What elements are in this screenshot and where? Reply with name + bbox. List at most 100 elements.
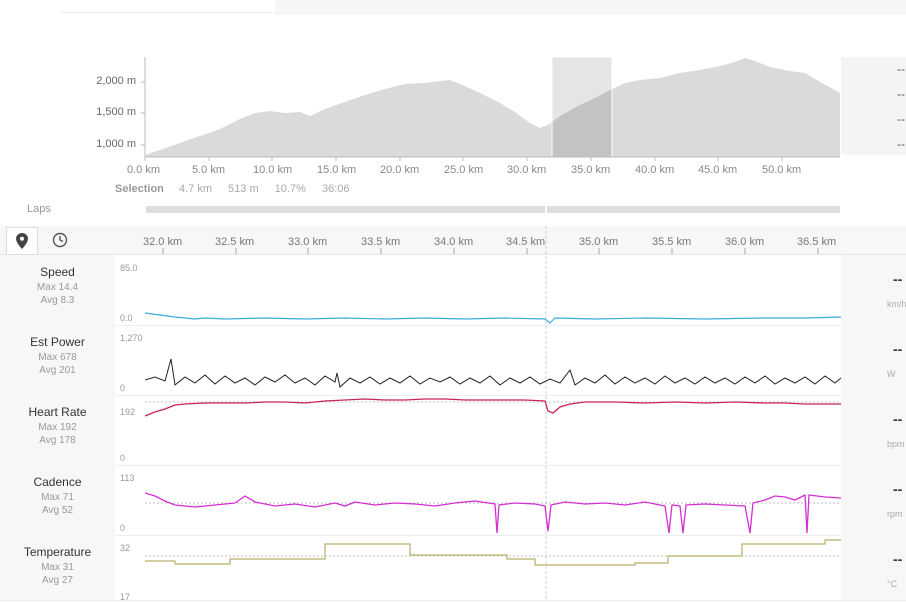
- stream-name: Heart Rate: [28, 405, 87, 419]
- stream-label-panel: Heart Rate Max 192 Avg 178: [0, 395, 115, 465]
- elevation-x-tick: 40.0 km: [635, 164, 675, 176]
- stream-name: Speed: [40, 265, 75, 279]
- stream-value: --: [893, 551, 903, 567]
- temperature-line: [145, 539, 841, 566]
- stream-ymax: 32: [120, 543, 131, 553]
- stream-avg: Avg 27: [42, 575, 73, 586]
- stream-ymin: 0: [120, 523, 126, 533]
- elevation-x-tick: 0.0 km: [127, 164, 161, 176]
- zoom-x-tick: 33.0 km: [288, 236, 328, 248]
- stream-readout-panel: [841, 325, 906, 395]
- stream-max: Max 71: [41, 492, 74, 503]
- stream-ymax: 192: [120, 407, 136, 417]
- zoom-axis-ticks: [162, 248, 819, 254]
- stream-ymin: 0: [120, 453, 126, 463]
- speed-line: [145, 312, 841, 324]
- stream-max: Max 14.4: [36, 282, 79, 293]
- elevation-x-tick: 35.0 km: [571, 164, 611, 176]
- stream-ymax: 1,270: [120, 333, 143, 343]
- selection-elevation-gain: 513 m: [228, 183, 259, 195]
- stream-avg: Avg 52: [42, 505, 73, 516]
- zoom-x-tick: 35.0 km: [579, 236, 619, 248]
- lap-divider: [545, 226, 547, 600]
- stream-value: --: [893, 481, 903, 497]
- zoom-x-tick: 34.5 km: [506, 236, 546, 248]
- stream-label-panel: Est Power Max 678 Avg 201: [0, 325, 115, 395]
- stream-name: Cadence: [33, 475, 82, 489]
- zoom-x-tick: 35.5 km: [652, 236, 692, 248]
- laps-label: Laps: [27, 203, 51, 215]
- stream-ymax: 113: [120, 473, 135, 483]
- stream-avg: Avg 8.3: [40, 295, 75, 306]
- map-view-button[interactable]: [6, 227, 38, 255]
- stream-label-panel: Cadence Max 71 Avg 52: [0, 465, 115, 535]
- zoom-x-tick: 33.5 km: [361, 236, 401, 248]
- stream-readout-panel: [841, 535, 906, 600]
- elevation-x-tick: 25.0 km: [444, 164, 484, 176]
- stream-readout-panel: [841, 465, 906, 535]
- selection-distance: 4.7 km: [178, 183, 212, 195]
- stream-avg: Avg 178: [39, 435, 76, 446]
- elevation-y-tick: 2,000 m: [96, 75, 136, 87]
- elevation-y-tick: 1,500 m: [96, 106, 136, 118]
- elevation-readout: --: [897, 137, 905, 151]
- selection-title: Selection: [115, 183, 164, 195]
- lap-bar[interactable]: [146, 206, 545, 213]
- top-right-panel: [275, 0, 906, 15]
- selection-grade: 10.7%: [274, 183, 306, 195]
- elevation-readout: --: [897, 112, 905, 126]
- zoom-x-tick: 32.0 km: [143, 236, 183, 248]
- selection-highlight: [551, 56, 613, 158]
- cadence-line: [145, 492, 841, 534]
- stream-ymin: 17: [120, 592, 131, 602]
- stream-value: --: [893, 271, 903, 287]
- elevation-x-tick: 45.0 km: [698, 164, 738, 176]
- clock-icon: [52, 232, 68, 248]
- stream-unit: W: [887, 369, 896, 379]
- lap-bar[interactable]: [547, 206, 840, 213]
- stream-heart-rate[interactable]: Heart Rate Max 192 Avg 178 192 0 -- bpm: [0, 395, 906, 466]
- elevation-area: [145, 58, 840, 157]
- zoom-x-tick: 36.5 km: [797, 236, 837, 248]
- stream-readout-panel: [841, 255, 906, 325]
- stream-avg: Avg 201: [39, 365, 76, 376]
- selection-time: 36:06: [321, 183, 350, 195]
- elevation-right-panel: [841, 57, 906, 155]
- stream-value: --: [893, 341, 903, 357]
- time-view-button[interactable]: [45, 227, 75, 253]
- stream-unit: bpm: [887, 439, 905, 449]
- stream-cadence[interactable]: Cadence Max 71 Avg 52 113 0 -- rpm: [0, 465, 906, 536]
- map-pin-icon: [16, 233, 28, 249]
- stream-ymin: 0: [120, 383, 126, 393]
- stream-unit: km/h: [887, 299, 906, 309]
- stream-toolbar: [0, 226, 906, 255]
- top-left-panel: [60, 0, 275, 13]
- elevation-x-tick: 10.0 km: [253, 164, 293, 176]
- stream-name: Temperature: [23, 545, 92, 559]
- stream-unit: °C: [887, 579, 898, 589]
- stream-est-power[interactable]: Est Power Max 678 Avg 201 1,270 0 -- W: [0, 325, 906, 396]
- heart-rate-line: [145, 398, 841, 417]
- elevation-x-tick: 20.0 km: [380, 164, 420, 176]
- elevation-y-tick: 1,000 m: [96, 138, 136, 150]
- stream-name: Est Power: [30, 335, 85, 349]
- stream-max: Max 192: [38, 422, 77, 433]
- stream-readout-panel: [841, 395, 906, 465]
- selection-summary: Selection 4.7 km 513 m 10.7% 36:06: [115, 183, 362, 195]
- stream-label-panel: Temperature Max 31 Avg 27: [0, 535, 115, 600]
- stream-ymin: 0.0: [120, 313, 133, 323]
- stream-max: Max 678: [38, 352, 77, 363]
- stream-temperature[interactable]: Temperature Max 31 Avg 27 32 17 -- °C: [0, 535, 906, 602]
- elevation-readout: --: [897, 62, 905, 76]
- stream-unit: rpm: [887, 509, 903, 519]
- elevation-x-tick: 50.0 km: [762, 164, 802, 176]
- zoom-x-tick: 34.0 km: [434, 236, 474, 248]
- elevation-chart[interactable]: [0, 0, 906, 230]
- power-line: [145, 358, 841, 388]
- elevation-x-tick: 30.0 km: [507, 164, 547, 176]
- elevation-x-tick: 15.0 km: [317, 164, 357, 176]
- zoom-x-tick: 36.0 km: [725, 236, 765, 248]
- stream-label-panel: Speed Max 14.4 Avg 8.3: [0, 255, 115, 325]
- stream-speed[interactable]: Speed Max 14.4 Avg 8.3 85.0 0.0 -- km/h: [0, 255, 906, 326]
- elevation-readout: --: [897, 87, 905, 101]
